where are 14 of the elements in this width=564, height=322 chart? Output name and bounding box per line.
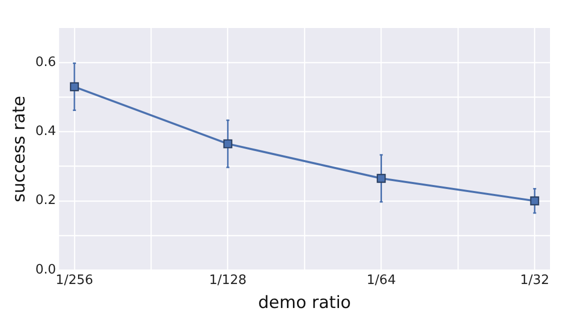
y-tick-label: 0.6 [35,54,56,70]
point [376,174,386,183]
point [530,196,540,206]
y-tick-label: 0.0 [35,262,56,278]
x-tick-label: 1/256 [56,273,94,288]
y-axis-title: success rate [10,96,30,202]
point [223,139,232,148]
y-tick-label: 0.2 [35,193,56,208]
x-tick-label: 1/128 [209,273,247,288]
x-tick-label: 1/64 [366,273,396,288]
point [70,82,79,92]
y-tick-label: 0.4 [35,124,56,140]
x-axis-title: demo ratio [258,293,351,314]
x-tick-label: 1/32 [520,273,550,288]
